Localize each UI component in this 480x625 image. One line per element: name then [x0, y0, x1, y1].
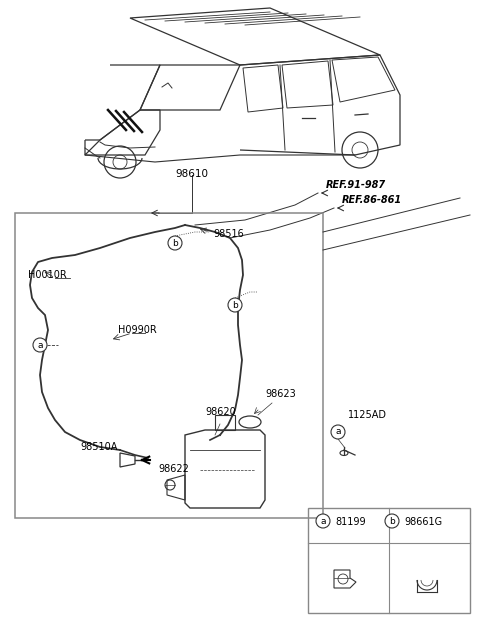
Text: REF.86-861: REF.86-861	[342, 195, 402, 205]
Text: b: b	[232, 301, 238, 309]
Circle shape	[33, 338, 47, 352]
Circle shape	[385, 514, 399, 528]
Text: 98622: 98622	[158, 464, 189, 474]
Text: b: b	[172, 239, 178, 248]
Circle shape	[168, 236, 182, 250]
Text: H0990R: H0990R	[118, 325, 157, 335]
Text: 98661G: 98661G	[404, 517, 442, 527]
Text: a: a	[335, 428, 341, 436]
Text: 98610: 98610	[175, 169, 208, 179]
Text: b: b	[389, 516, 395, 526]
Text: 81199: 81199	[335, 517, 366, 527]
Bar	[15, 213, 323, 518]
Circle shape	[331, 425, 345, 439]
Text: 1125AD: 1125AD	[348, 410, 387, 420]
Text: 98510A: 98510A	[80, 442, 118, 452]
Text: a: a	[37, 341, 43, 349]
Text: 98516: 98516	[213, 229, 244, 239]
Circle shape	[316, 514, 330, 528]
Circle shape	[228, 298, 242, 312]
Text: a: a	[320, 516, 326, 526]
Text: 98623: 98623	[265, 389, 296, 399]
Text: H0010R: H0010R	[28, 270, 67, 280]
Text: REF.91-987: REF.91-987	[326, 180, 386, 190]
Bar	[308, 508, 470, 613]
Text: 98620: 98620	[205, 407, 236, 417]
